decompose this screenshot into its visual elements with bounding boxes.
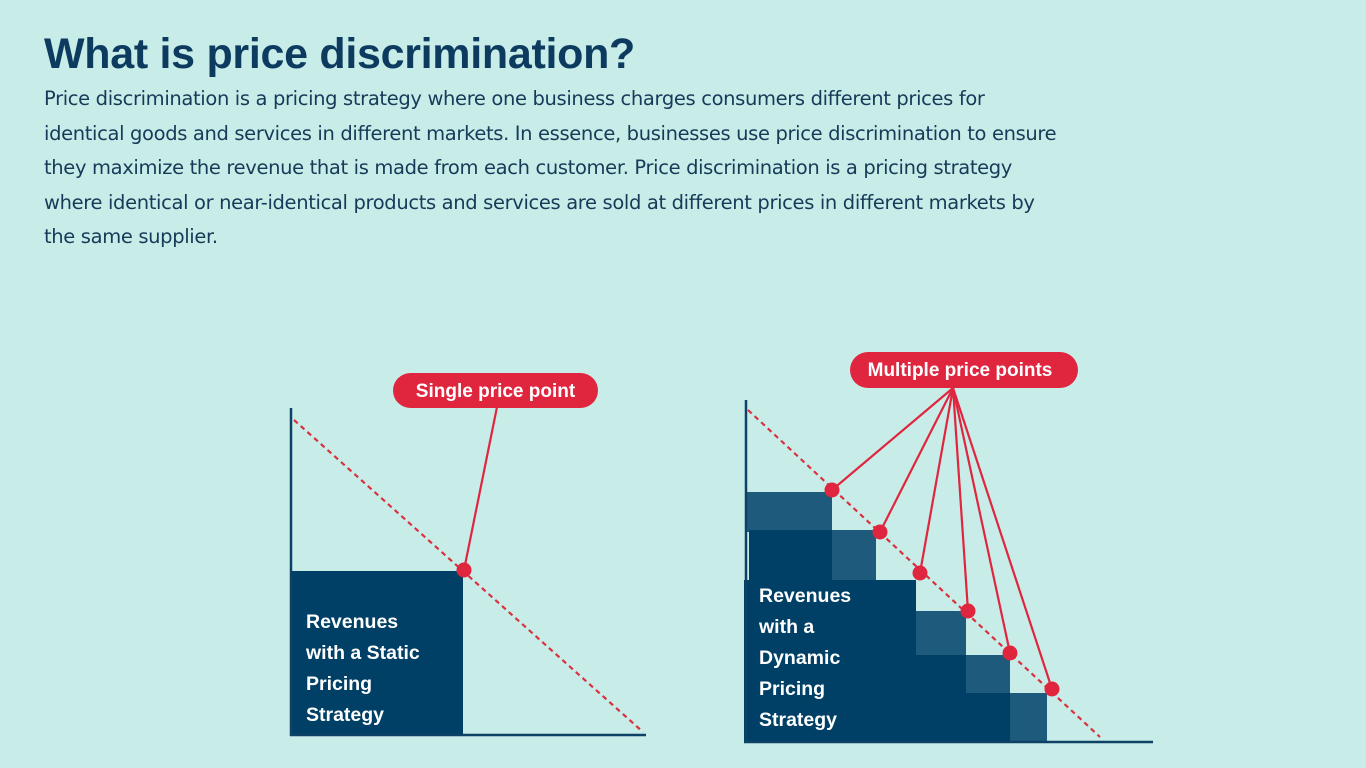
step-block xyxy=(966,693,1010,742)
description-paragraph: Price discrimination is a pricing strate… xyxy=(44,82,1057,255)
callout-line xyxy=(831,387,954,491)
step-block xyxy=(832,530,876,580)
description-line: where identical or near-identical produc… xyxy=(44,190,1035,214)
description-line: identical goods and services in differen… xyxy=(44,121,1057,145)
static-box-line: with a Static xyxy=(305,642,420,664)
price-point xyxy=(824,482,840,498)
step-block xyxy=(916,611,966,655)
price-point xyxy=(872,524,888,540)
static-pricing-diagram: Single price point Revenues with a Stati… xyxy=(289,373,646,737)
price-point xyxy=(1002,645,1018,661)
callout-line xyxy=(879,387,954,533)
description-line: they maximize the revenue that is made f… xyxy=(44,156,1012,180)
callout-lines xyxy=(831,387,1054,690)
dynamic-box-line: Revenues xyxy=(759,585,851,607)
price-point xyxy=(1044,681,1060,697)
static-box-line: Pricing xyxy=(306,673,372,695)
multiple-price-pill xyxy=(850,352,1078,388)
dynamic-pricing-diagram: Multiple price points Revenues with a Dy… xyxy=(744,352,1153,744)
single-price-label: Single price point xyxy=(416,381,576,402)
dynamic-box-line: with a xyxy=(758,616,814,638)
step-block xyxy=(966,655,1010,693)
static-box-line: Revenues xyxy=(306,611,398,633)
static-price-point xyxy=(456,562,472,578)
callout-line xyxy=(951,387,970,612)
price-point xyxy=(960,603,976,619)
page-title: What is price discrimination? xyxy=(44,30,636,78)
step-block xyxy=(746,492,832,532)
description-line: the same supplier. xyxy=(44,225,218,249)
dynamic-box-line: Strategy xyxy=(759,709,837,731)
step-block xyxy=(1010,693,1047,742)
static-box-line: Strategy xyxy=(306,704,384,726)
price-point xyxy=(912,565,928,581)
multiple-price-label: Multiple price points xyxy=(868,360,1053,381)
dynamic-box-line: Dynamic xyxy=(759,647,840,669)
callout-line xyxy=(951,387,1054,690)
callout-line xyxy=(918,387,955,574)
dynamic-demand-curve xyxy=(747,409,1101,738)
dynamic-revenue-box xyxy=(744,580,916,742)
callout-line xyxy=(951,387,1012,654)
static-revenue-box xyxy=(291,571,463,735)
dynamic-box-line: Pricing xyxy=(759,678,825,700)
static-callout-line xyxy=(462,406,499,571)
step-block xyxy=(749,530,832,580)
description-line: Price discrimination is a pricing strate… xyxy=(44,87,985,110)
single-price-pill xyxy=(393,373,598,408)
step-block xyxy=(916,655,966,742)
